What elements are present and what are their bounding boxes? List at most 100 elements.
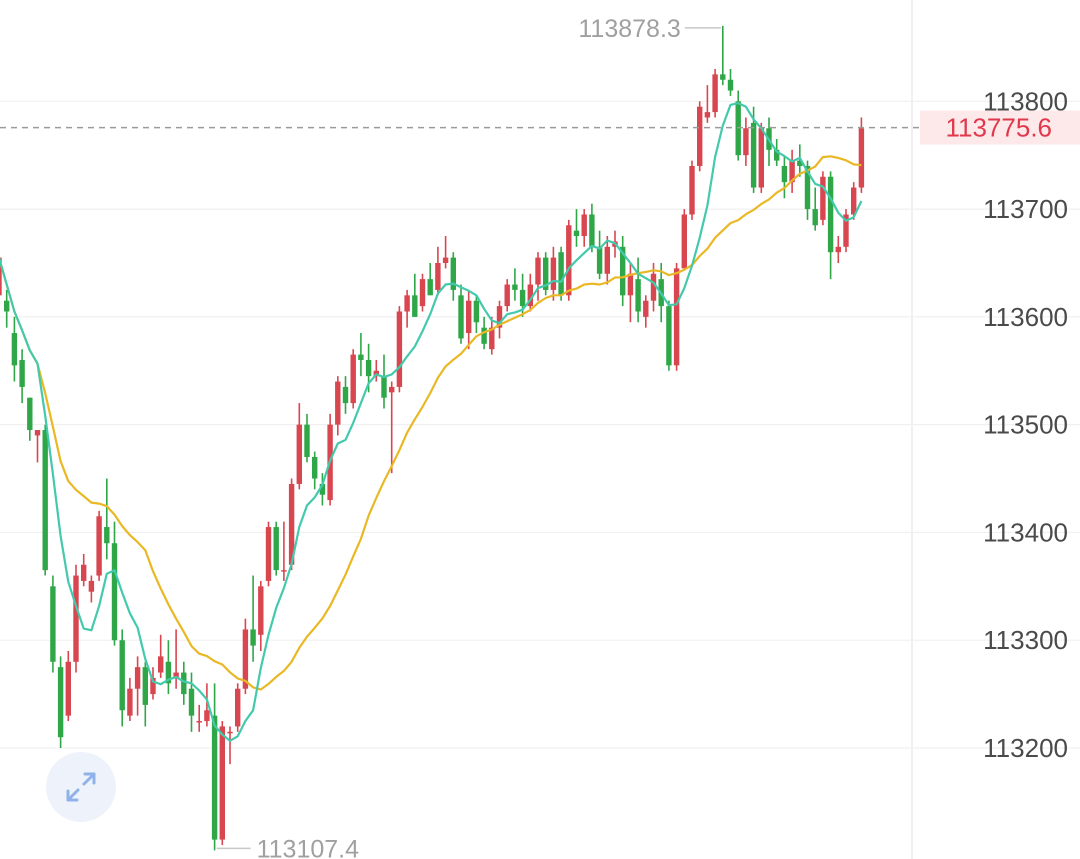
- candle-body: [342, 386, 349, 404]
- candle: [566, 219, 572, 301]
- candle-body: [781, 165, 788, 183]
- candle-body: [496, 306, 503, 328]
- candle: [427, 262, 433, 296]
- candle: [81, 553, 87, 587]
- candle-body: [296, 424, 302, 484]
- candle-body: [704, 112, 711, 118]
- candle: [258, 580, 264, 651]
- candle: [188, 672, 195, 732]
- candle-body: [4, 300, 10, 312]
- candle: [712, 68, 718, 118]
- candle-body: [681, 214, 687, 269]
- candle-body: [27, 397, 33, 431]
- low-price-label: 113107.4: [257, 835, 360, 859]
- candle: [758, 122, 764, 193]
- candles: [0, 25, 865, 851]
- candle: [404, 289, 410, 328]
- candle-body: [566, 225, 572, 296]
- candle: [227, 726, 233, 765]
- y-tick-label: 113600: [983, 302, 1068, 332]
- candle: [304, 413, 310, 463]
- candle: [265, 521, 272, 587]
- candle-body: [358, 354, 364, 360]
- candle: [235, 683, 241, 732]
- candle: [104, 478, 110, 560]
- candle: [211, 683, 218, 851]
- y-tick-label: 113500: [983, 410, 1068, 440]
- candle: [697, 101, 703, 172]
- y-axis: 1138001137001136001135001134001133001132…: [983, 86, 1068, 763]
- candle-body: [389, 386, 395, 393]
- candle-body: [0, 257, 2, 296]
- candle-body: [504, 284, 510, 307]
- candle-body: [666, 306, 672, 366]
- candle-body: [211, 715, 218, 840]
- candle-body: [620, 246, 626, 296]
- candle: [627, 262, 634, 323]
- candle-body: [643, 300, 649, 317]
- candle-body: [134, 667, 141, 689]
- candle-body: [812, 209, 818, 226]
- candle-body: [335, 381, 341, 425]
- candle-body: [111, 543, 118, 641]
- moving-averages: [0, 101, 863, 742]
- high-price-label: 113878.3: [578, 15, 680, 43]
- candle-body: [181, 672, 187, 695]
- candle: [512, 268, 518, 301]
- candle: [727, 68, 734, 96]
- candle: [635, 257, 641, 323]
- candle: [473, 295, 480, 334]
- candle-body: [673, 268, 680, 366]
- candle: [620, 236, 626, 307]
- candle-body: [558, 252, 564, 296]
- candle: [458, 284, 464, 344]
- candle-body: [427, 279, 433, 296]
- candle-body: [843, 214, 849, 247]
- candle: [743, 117, 749, 166]
- candle-body: [797, 160, 803, 166]
- candle: [781, 155, 788, 199]
- candle-body: [19, 359, 25, 387]
- candle-body: [435, 262, 441, 290]
- candle: [820, 171, 826, 226]
- candle: [381, 354, 387, 409]
- candle-body: [42, 430, 48, 571]
- candle-body: [312, 456, 318, 479]
- candle-body: [104, 527, 110, 544]
- candle-body: [404, 295, 410, 312]
- candle-body: [527, 284, 533, 307]
- last-price-label: 113775.6: [945, 113, 1052, 143]
- candle-body: [288, 483, 295, 565]
- candle: [335, 376, 341, 436]
- candle-body: [466, 300, 472, 334]
- candle-body: [281, 570, 287, 572]
- candle-body: [458, 295, 464, 339]
- candle-body: [165, 661, 172, 684]
- candle-body: [319, 483, 326, 495]
- candle: [342, 376, 349, 414]
- candle-body: [188, 688, 195, 716]
- candle: [504, 279, 510, 312]
- candle: [396, 306, 403, 393]
- candle-body: [858, 128, 865, 188]
- candle-body: [774, 149, 780, 161]
- candle: [589, 203, 595, 253]
- candle-body: [596, 246, 603, 274]
- candle: [127, 677, 133, 722]
- candle: [204, 683, 210, 727]
- candle: [296, 403, 302, 490]
- candle-body: [365, 359, 372, 377]
- candle-body: [119, 640, 125, 711]
- candle-body: [158, 656, 164, 673]
- candle: [496, 300, 503, 339]
- candle-body: [573, 230, 580, 237]
- candle-body: [219, 726, 225, 840]
- candle-body: [204, 710, 210, 722]
- expand-chart-button[interactable]: [46, 752, 116, 822]
- candle-body: [419, 279, 426, 307]
- candle: [666, 300, 672, 371]
- candle-body: [635, 279, 641, 312]
- candle-body: [697, 106, 703, 166]
